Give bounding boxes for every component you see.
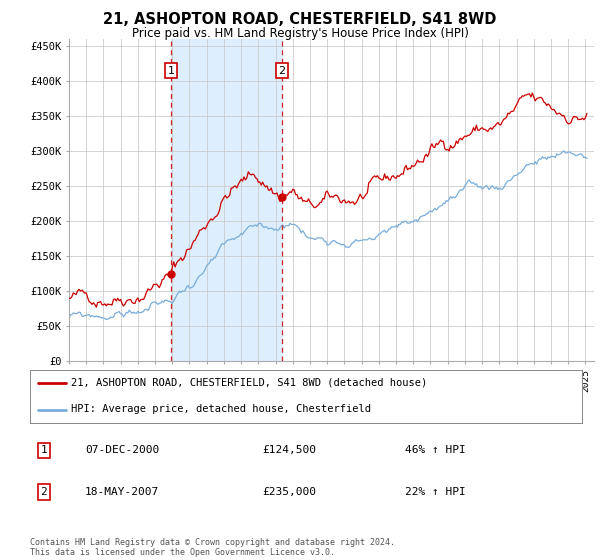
Text: 21, ASHOPTON ROAD, CHESTERFIELD, S41 8WD: 21, ASHOPTON ROAD, CHESTERFIELD, S41 8WD xyxy=(103,12,497,27)
Text: £235,000: £235,000 xyxy=(262,487,316,497)
Text: 2: 2 xyxy=(278,66,286,76)
Text: £124,500: £124,500 xyxy=(262,445,316,455)
Text: HPI: Average price, detached house, Chesterfield: HPI: Average price, detached house, Ches… xyxy=(71,404,371,414)
Text: Contains HM Land Registry data © Crown copyright and database right 2024.
This d: Contains HM Land Registry data © Crown c… xyxy=(30,538,395,557)
Text: 46% ↑ HPI: 46% ↑ HPI xyxy=(406,445,466,455)
Text: 21, ASHOPTON ROAD, CHESTERFIELD, S41 8WD (detached house): 21, ASHOPTON ROAD, CHESTERFIELD, S41 8WD… xyxy=(71,378,428,388)
Text: 22% ↑ HPI: 22% ↑ HPI xyxy=(406,487,466,497)
Text: Price paid vs. HM Land Registry's House Price Index (HPI): Price paid vs. HM Land Registry's House … xyxy=(131,27,469,40)
Text: 1: 1 xyxy=(167,66,175,76)
Bar xyxy=(171,39,282,361)
Text: 18-MAY-2007: 18-MAY-2007 xyxy=(85,487,160,497)
Text: 07-DEC-2000: 07-DEC-2000 xyxy=(85,445,160,455)
Text: 2: 2 xyxy=(40,487,47,497)
Text: 1: 1 xyxy=(40,445,47,455)
